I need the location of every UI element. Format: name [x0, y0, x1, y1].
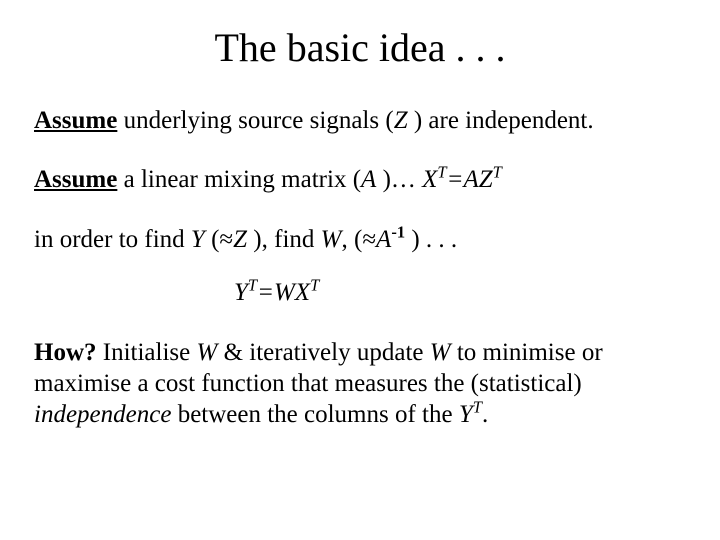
text: underlying source signals ( [117, 107, 393, 134]
text: a linear mixing matrix ( [117, 166, 361, 193]
text: & iteratively update [217, 339, 429, 366]
var-a3: A [376, 226, 391, 253]
approx-icon: ≈ [362, 226, 376, 253]
sup-inv: -1 [391, 222, 405, 241]
sup-t2: T [493, 163, 502, 182]
text: ), find [247, 226, 321, 253]
line-how: How? Initialise W & iteratively update W… [34, 337, 686, 431]
line-find-w: in order to find Y (≈Z ), find W, (≈A-1 … [34, 224, 686, 255]
text: , ( [341, 226, 362, 253]
var-x: X [422, 166, 437, 193]
slide: The basic idea . . . Assume underlying s… [0, 0, 720, 540]
text: ) . . . [405, 226, 457, 253]
sup-t3: T [248, 275, 257, 294]
var-y2: Y [234, 279, 248, 306]
line-assume-a: Assume a linear mixing matrix (A )… XT=A… [34, 164, 686, 195]
var-z3: Z [233, 226, 247, 253]
approx-icon: ≈ [219, 226, 233, 253]
var-y: Y [191, 226, 205, 253]
text: in order to find [34, 226, 191, 253]
sup-t5: T [473, 398, 482, 417]
var-w4: W [430, 339, 451, 366]
var-w: W [321, 226, 342, 253]
slide-title: The basic idea . . . [34, 24, 686, 71]
var-x2: X [295, 279, 310, 306]
var-z2: Z [479, 166, 493, 193]
var-y3: Y [459, 401, 473, 428]
var-w2: W [274, 279, 295, 306]
var-w3: W [196, 339, 217, 366]
eq-sign: = [447, 166, 464, 193]
equation-y-wx: YT=WXT [234, 279, 686, 307]
var-a: A [361, 166, 376, 193]
text: Initialise [97, 339, 197, 366]
lead-assume-2: Assume [34, 166, 117, 193]
var-z: Z [394, 107, 408, 134]
text: . [482, 401, 488, 428]
text: ( [205, 226, 220, 253]
sup-t: T [437, 163, 446, 182]
lead-assume-1: Assume [34, 107, 117, 134]
word-independence: independence [34, 401, 171, 428]
text: between the columns of the [171, 401, 458, 428]
lead-how: How? [34, 339, 97, 366]
text: )… [376, 166, 422, 193]
sup-t4: T [310, 275, 319, 294]
eq-sign2: = [257, 279, 274, 306]
text: ) are independent. [408, 107, 594, 134]
line-assume-z: Assume underlying source signals (Z ) ar… [34, 105, 686, 136]
var-a2: A [463, 166, 478, 193]
